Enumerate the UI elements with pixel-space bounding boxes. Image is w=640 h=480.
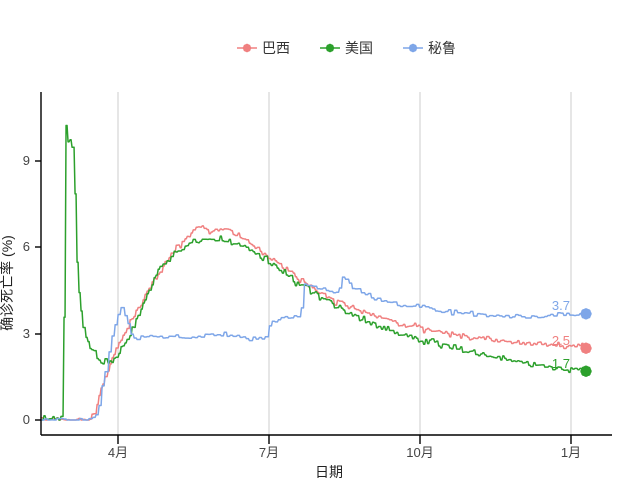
- svg-text:6: 6: [23, 239, 30, 254]
- svg-text:日期: 日期: [315, 464, 343, 480]
- svg-text:1.7: 1.7: [552, 356, 570, 371]
- svg-text:秘鲁: 秘鲁: [428, 40, 456, 56]
- svg-text:4月: 4月: [108, 445, 128, 460]
- svg-text:巴西: 巴西: [262, 40, 290, 56]
- svg-text:10月: 10月: [406, 445, 433, 460]
- svg-text:确诊死亡率 (%): 确诊死亡率 (%): [0, 235, 15, 331]
- svg-text:3: 3: [23, 326, 30, 341]
- svg-text:美国: 美国: [345, 40, 373, 56]
- svg-text:1月: 1月: [561, 445, 581, 460]
- svg-text:2.5: 2.5: [552, 333, 570, 348]
- svg-text:0: 0: [23, 412, 30, 427]
- svg-text:3.7: 3.7: [552, 298, 570, 313]
- svg-text:7月: 7月: [259, 445, 279, 460]
- svg-text:9: 9: [23, 153, 30, 168]
